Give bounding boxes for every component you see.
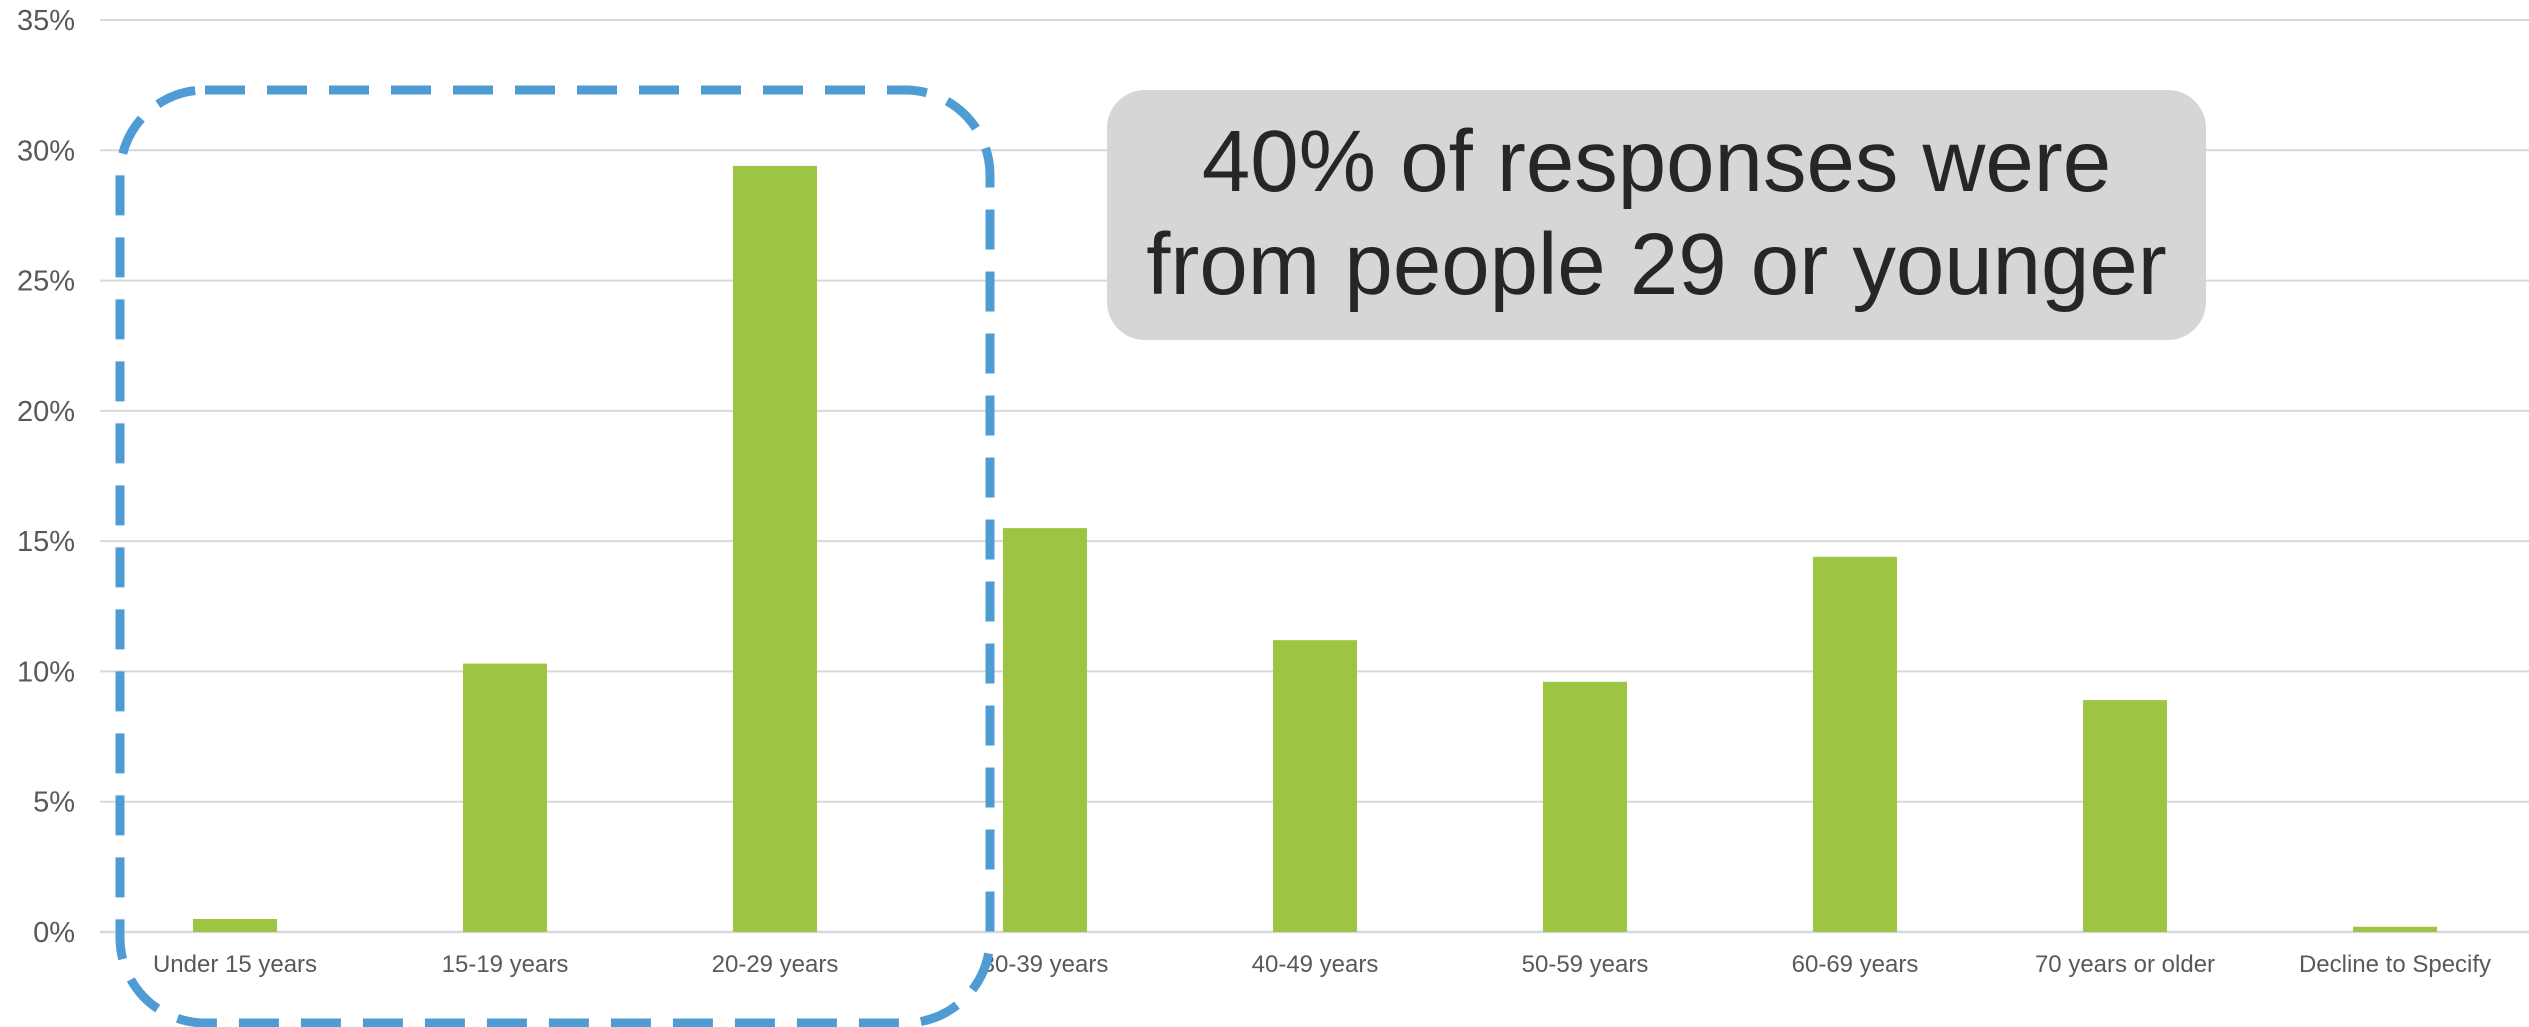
x-category-label: 60-69 years xyxy=(1792,951,1919,978)
bar xyxy=(1003,528,1087,932)
y-tick-label: 5% xyxy=(33,787,75,819)
x-category-label: Decline to Specify xyxy=(2299,951,2491,978)
bar xyxy=(2353,926,2437,932)
x-axis-category-labels: Under 15 years 15-19 years 20-29 years 30-3… xyxy=(153,951,2491,978)
y-tick-label: 25% xyxy=(17,266,75,298)
annotation-text: 40% of responses were from people 29 or … xyxy=(1107,110,2206,316)
y-axis-tick-labels: 0% 5% 10% 15% 20% 25% 30% 35% xyxy=(17,5,75,949)
bar xyxy=(1813,556,1897,932)
bar xyxy=(2083,700,2167,932)
x-category-label: 15-19 years xyxy=(442,951,569,978)
x-category-label: 50-59 years xyxy=(1522,951,1649,978)
x-category-label: 40-49 years xyxy=(1252,951,1379,978)
y-tick-label: 10% xyxy=(17,656,75,688)
x-category-label: 30-39 years xyxy=(982,951,1109,978)
y-tick-label: 30% xyxy=(17,135,75,167)
bar xyxy=(1543,681,1627,932)
annotation-line-2: from people 29 or younger xyxy=(1146,216,2167,313)
x-category-label: 70 years or older xyxy=(2035,951,2215,978)
annotation-line-1: 40% of responses were xyxy=(1201,113,2112,210)
y-tick-label: 20% xyxy=(17,396,75,428)
bar xyxy=(463,663,547,932)
highlight-dashed-box xyxy=(115,85,995,1027)
x-category-label: 20-29 years xyxy=(712,951,839,978)
y-tick-label: 15% xyxy=(17,526,75,558)
annotation-callout xyxy=(1107,90,2206,340)
bar xyxy=(733,165,817,933)
bar xyxy=(193,918,277,932)
bars xyxy=(193,165,2437,933)
y-tick-label: 0% xyxy=(33,917,75,949)
bar xyxy=(1273,640,1357,932)
y-tick-label: 35% xyxy=(17,5,75,37)
x-category-label: Under 15 years xyxy=(153,951,317,978)
